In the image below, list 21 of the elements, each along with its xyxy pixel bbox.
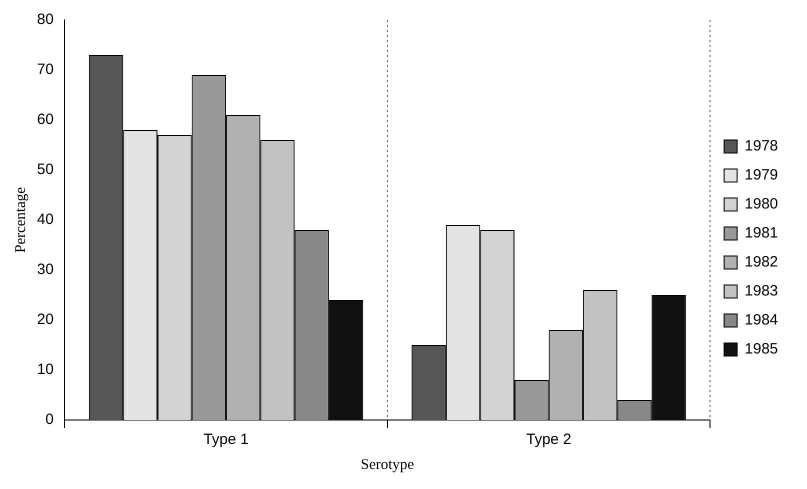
y-tick-label: 60 — [36, 111, 54, 128]
legend-label: 1985 — [744, 340, 778, 358]
legend-label: 1983 — [744, 282, 778, 300]
y-tick-label: 30 — [36, 261, 54, 278]
y-tick-label: 70 — [36, 61, 54, 78]
legend-label: 1980 — [744, 196, 778, 213]
y-tick-label: 20 — [36, 311, 54, 328]
legend-label: 1979 — [744, 166, 778, 184]
y-tick-label: 50 — [36, 161, 54, 178]
legend-label: 1978 — [744, 138, 778, 155]
y-axis-title: Percentage — [12, 186, 29, 253]
legend-label: 1981 — [744, 224, 778, 242]
legend-label: 1982 — [744, 254, 778, 271]
y-tick-label: 10 — [36, 361, 54, 378]
x-tick-label: Type 2 — [526, 431, 572, 448]
x-axis-title: Serotype — [360, 456, 414, 473]
y-tick-label: 0 — [45, 411, 54, 428]
y-tick-label: 80 — [36, 11, 54, 28]
y-tick-label: 40 — [36, 211, 54, 228]
x-tick-label: Type 1 — [204, 431, 249, 448]
legend-label: 1984 — [744, 312, 778, 329]
